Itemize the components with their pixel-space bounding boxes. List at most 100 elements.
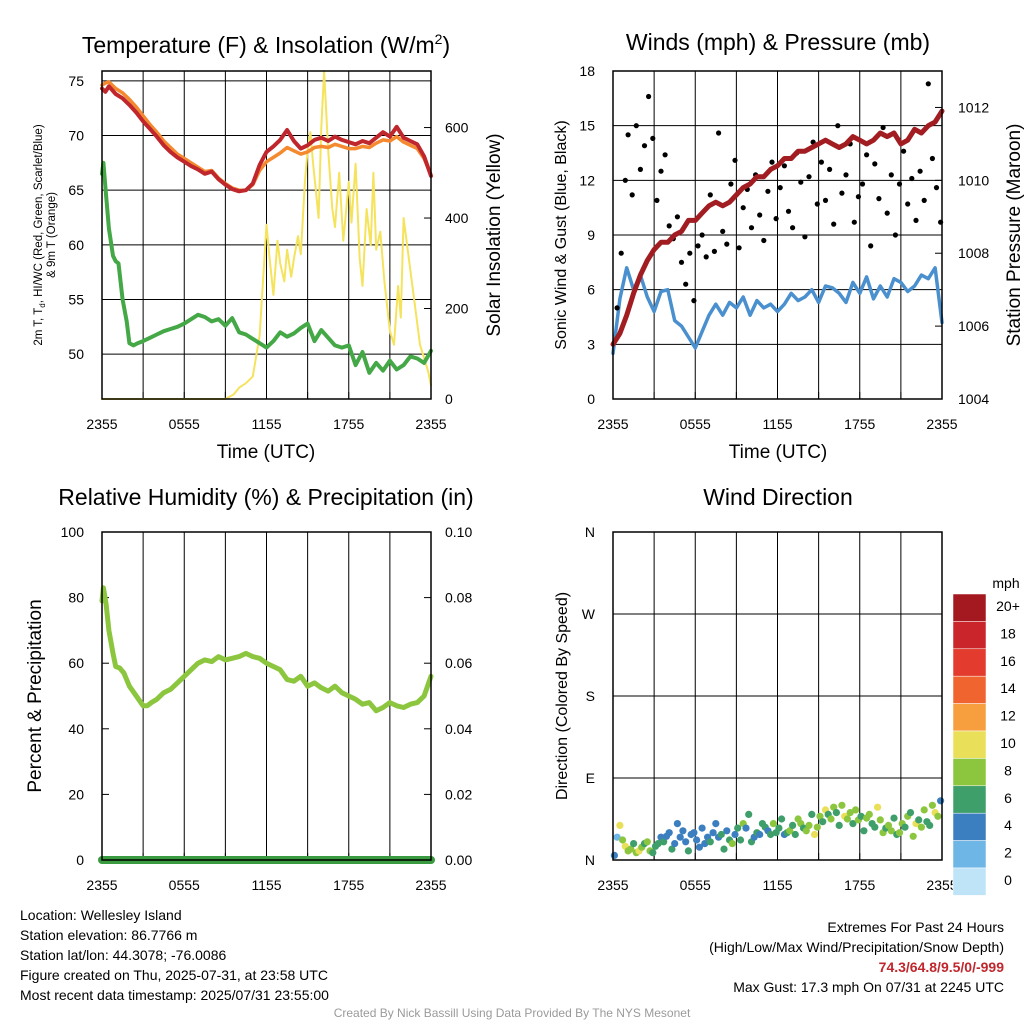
extremes-heading: Extremes For Past 24 Hours <box>827 919 1004 935</box>
dir-speed-point <box>627 845 635 853</box>
dir-x-tick-label: 2355 <box>597 877 628 893</box>
dir-speed-point <box>706 838 714 846</box>
dir-speed-point <box>909 832 917 840</box>
station-info: Location: Wellesley Island Station eleva… <box>20 905 329 1005</box>
wind-gust-point <box>678 259 685 265</box>
extremes-info: Extremes For Past 24 Hours (High/Low/Max… <box>709 917 1004 997</box>
temp-y-label-part: , HI/WC (Red, Green, Scarlet/Blue) <box>33 124 45 303</box>
rh-y2-tick-label: 0.06 <box>445 655 472 671</box>
dir-speed-point <box>843 815 852 823</box>
wind-y2-tick-label: 1010 <box>958 172 989 188</box>
dir-speed-point <box>890 814 898 822</box>
wind-gust-point <box>785 208 792 214</box>
wind-y-tick-label: 3 <box>587 336 595 352</box>
wind-gust-point <box>835 123 841 129</box>
dir-speed-point <box>693 836 701 844</box>
temp-y2-tick-label: 200 <box>445 301 469 317</box>
dir-speed-point <box>775 824 783 832</box>
temp-x-tick-label: 1755 <box>333 416 364 432</box>
wind-gust-point <box>641 143 648 149</box>
dir-speed-point <box>915 816 923 824</box>
legend-label: 18 <box>1000 625 1016 641</box>
dir-speed-point <box>698 824 706 832</box>
wind-y-tick-label: 6 <box>587 282 595 298</box>
wind-gust-point <box>901 148 907 154</box>
wind-gust-point <box>839 190 845 196</box>
wind-gust-point <box>765 188 771 194</box>
dir-speed-point <box>695 843 704 851</box>
station-location: Location: Wellesley Island <box>20 907 182 923</box>
wind-gust-point <box>855 194 862 200</box>
wind-gust-point <box>683 281 689 287</box>
wind-y2-tick-label: 1012 <box>958 99 989 115</box>
wind-gust-point <box>822 197 829 203</box>
wind-gust-point <box>662 152 668 158</box>
rh-y-tick-label: 80 <box>68 590 84 606</box>
dir-speed-point <box>830 803 838 811</box>
dir-speed-point <box>671 840 679 848</box>
temp-y-tick-label: 75 <box>68 73 84 89</box>
dir-speed-point <box>767 830 775 839</box>
dir-speed-point <box>928 801 937 809</box>
dir-speed-point <box>676 833 684 841</box>
credit-line: Created By Nick Bassill Using Data Provi… <box>333 1006 691 1020</box>
wind-gust-point <box>720 228 726 234</box>
dir-speed-point <box>616 821 624 830</box>
dir-speed-point <box>728 840 736 848</box>
temp-title-superscript: 2 <box>435 31 443 47</box>
dir-x-tick-label: 0555 <box>680 877 711 893</box>
dir-speed-point <box>846 809 854 817</box>
dir-speed-point <box>660 838 668 846</box>
wind-gust-point <box>654 197 660 203</box>
dir-speed-point <box>934 812 942 820</box>
wind-gust-point <box>761 237 767 244</box>
temp-y2-tick-label: 600 <box>445 120 469 136</box>
dir-speed-point <box>884 821 893 830</box>
station-elevation: Station elevation: 86.7766 m <box>20 927 198 943</box>
temp-chart-title: Temperature (F) & Insolation (W/m2) <box>82 31 450 58</box>
wind-gust-point <box>740 205 746 211</box>
wind-gust-point <box>884 210 890 216</box>
dir-speed-point <box>808 810 816 819</box>
temperature-insolation-panel: 50 55 60 65 70 75 0 200 400 600 2355 0555 1155 1755 23… <box>33 31 505 463</box>
wind-gust-point <box>699 232 705 238</box>
wind-series-station-pressure <box>610 108 945 347</box>
dir-speed-point <box>895 829 904 837</box>
legend-label: 0 <box>1004 872 1012 888</box>
wind-gust-point <box>843 172 849 178</box>
wind-y2-tick-label: 1004 <box>958 391 989 407</box>
wind-gust-point <box>917 168 923 174</box>
wind-gust-point <box>614 305 620 311</box>
dir-y-axis-label: Direction (Colored By Speed) <box>554 592 571 800</box>
latest-timestamp: Most recent data timestamp: 2025/07/31 2… <box>20 987 329 1003</box>
temp-x-tick-label: 2355 <box>86 416 117 432</box>
wind-gust-point <box>864 152 870 158</box>
wind-y2-tick-label: 1006 <box>958 318 989 334</box>
wind-gust-point <box>921 197 927 203</box>
dir-speed-point <box>720 845 728 853</box>
dir-speed-point <box>665 829 673 837</box>
dir-x-tick-label: 2355 <box>926 877 957 893</box>
dir-speed-point <box>723 827 731 835</box>
temp-y-tick-label: 55 <box>68 292 84 308</box>
dir-speed-point <box>901 823 909 831</box>
wind-y-tick-label: 18 <box>579 63 595 79</box>
wind-gust-point <box>913 217 919 223</box>
wind-gust-point <box>929 155 936 162</box>
legend-title: mph <box>992 575 1019 591</box>
wind-gust-point <box>851 219 857 225</box>
rh-y2-tick-label: 0.02 <box>445 786 472 802</box>
dir-y-tick-label: W <box>582 606 596 622</box>
dir-speed-point <box>926 821 934 830</box>
wind-y-axis-label: Sonic Wind & Gust (Blue, Black) <box>553 120 570 349</box>
dir-speed-point <box>852 806 860 814</box>
wind-y2-axis-label: Station Pressure (Maroon) <box>1004 124 1024 347</box>
wind-y2-tick-label: 1008 <box>958 245 989 261</box>
dir-speed-point <box>742 824 750 832</box>
rh-y-tick-label: 20 <box>68 786 84 802</box>
dir-y-tick-label: N <box>585 852 595 868</box>
dir-speed-point <box>827 815 835 823</box>
legend-label: 14 <box>1000 680 1016 696</box>
wind-gust-point <box>777 185 783 191</box>
dir-speed-point <box>668 845 676 853</box>
